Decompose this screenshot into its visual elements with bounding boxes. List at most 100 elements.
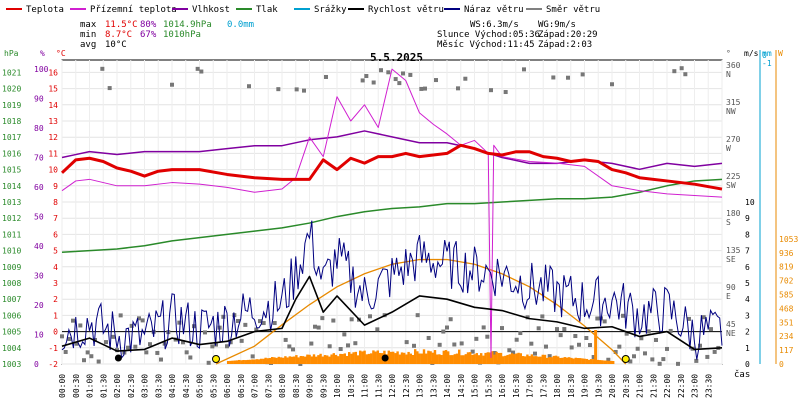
tick-direction-label: W [726,144,731,153]
tick-pressure: 1018 [2,117,21,126]
tick-time: 15:00 [471,374,480,398]
solar-bar [497,352,500,364]
tick-humidity: 80 [34,124,44,133]
tick-time: 00:30 [72,374,81,398]
tick-time: 19:30 [594,374,603,398]
solar-bar [363,350,366,364]
wind-direction-point [562,327,567,332]
solar-bar [337,356,340,364]
solar-bar [513,354,516,364]
stats-max-press: 1014.9hPa [163,20,212,30]
tick-time: 13:30 [429,374,438,398]
wind-direction-point [100,66,105,71]
wind-direction-point [89,354,94,359]
solar-bar [539,356,542,364]
tick-temp: 15 [48,85,58,94]
tick-wind: 5 [745,279,750,288]
tick-direction-label: S [726,218,731,227]
tick-pressure: 1020 [2,85,21,94]
wind-direction-point [683,72,688,77]
wind-direction-point [148,342,152,347]
solar-bar [376,350,379,364]
stats-min-label: min [80,30,96,40]
tick-pressure: 1019 [2,101,21,110]
solar-bar [246,359,250,364]
solar-bar [541,354,544,364]
tick-direction-value: 180 [726,209,741,218]
tick-humidity: 10 [34,331,44,340]
wind-direction-point [558,333,563,338]
tick-temp: 8 [53,198,58,207]
solar-bar [389,351,393,364]
tick-time: 14:30 [457,374,466,398]
plot-area [60,66,723,366]
tick-direction-value: 360 [726,61,741,70]
wind-direction-point [181,340,185,345]
solar-bar [295,355,298,364]
solar-bar [517,352,520,364]
wind-direction-point [481,325,486,330]
wind-direction-point [617,344,622,349]
solar-bar [581,358,584,364]
tick-temp: 7 [53,214,58,223]
solar-bar [326,355,329,364]
wind-direction-point [555,327,559,332]
solar-bar [345,355,349,364]
solar-bar [506,354,509,364]
tick-solar: 117 [779,346,794,355]
wind-direction-point [485,334,490,339]
wind-direction-point [632,354,636,359]
wind-direction-point [503,90,508,95]
wind-direction-point [96,359,101,364]
tick-time: 11:00 [361,374,370,398]
solar-bar [321,356,324,364]
tick-humidity: 70 [34,154,44,163]
wind-direction-point [393,77,398,82]
tick-humidity: 40 [34,242,44,251]
tick-time: 12:00 [388,374,397,398]
tick-time: 04:30 [182,374,191,398]
tick-time: 13:00 [416,374,425,398]
solar-bar [242,359,245,364]
info-wg: WG:9m/s [538,20,576,30]
wind-direction-point [74,341,79,346]
left-axes: 1003100410051006100710081009101010111012… [2,65,58,369]
tick-direction-label: E [726,292,731,301]
wind-direction-point [694,358,699,363]
tick-wind: 0 [745,360,750,369]
wind-direction-point [463,76,468,81]
tick-temp: 5 [53,247,58,256]
solar-bar [469,352,472,364]
temperature-line [60,143,723,191]
wind-direction-point [199,69,204,74]
solar-bar [585,358,588,364]
wind-direction-point [228,340,233,345]
solar-bar [290,356,294,364]
solar-bar [570,357,573,364]
tick-time: 09:30 [319,374,328,398]
wind-direction-point [679,66,684,71]
solar-bar [466,352,470,364]
wind-direction-point [551,75,556,80]
tick-wind: 1 [745,344,750,353]
tick-pressure: 1014 [2,182,21,191]
tick-time: 09:00 [306,374,315,398]
solar-bar [308,354,311,364]
wind-direction-point [291,347,295,352]
solar-bar [515,353,518,364]
info-sun-set: Západ:20:29 [538,30,598,40]
solar-bar [416,351,419,364]
wind-direction-point [104,340,108,345]
wind-direction-point [82,358,86,363]
solar-bar [323,355,327,364]
wind-direction-point [327,344,332,349]
tick-pressure: 1004 [2,344,21,353]
solar-bar [519,353,522,364]
wind-direction-point [639,336,644,341]
wind-direction-point [540,314,545,319]
solar-bar [607,360,610,364]
tick-time: 14:00 [443,374,452,398]
tick-pressure: 1008 [2,279,21,288]
solar-bar [532,356,536,364]
